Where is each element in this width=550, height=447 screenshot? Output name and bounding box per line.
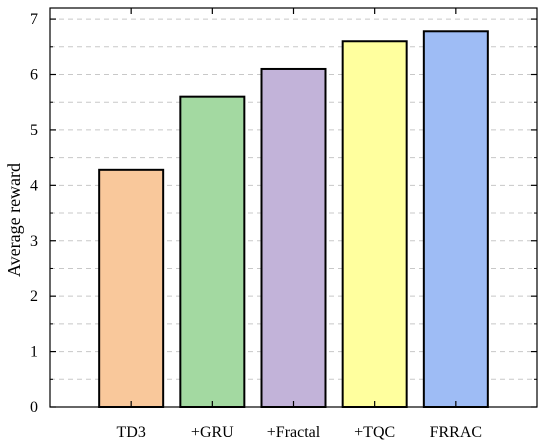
x-tick-label: +TQC bbox=[354, 424, 395, 441]
bar-fractal bbox=[260, 67, 327, 408]
x-tick-label: +Fractal bbox=[267, 424, 321, 441]
x-ticks: TD3 +GRU +Fractal +TQC FRRAC bbox=[117, 8, 482, 441]
y-tick-label: 5 bbox=[30, 122, 38, 139]
x-tick-label: +GRU bbox=[191, 424, 234, 441]
y-axis-title: Average reward bbox=[4, 163, 24, 277]
bar-frrac bbox=[422, 30, 489, 409]
y-tick-label: 6 bbox=[30, 67, 38, 84]
x-tick-label: TD3 bbox=[117, 424, 146, 441]
bar-td3 bbox=[98, 168, 165, 408]
y-ticks: 0 1 2 3 4 5 6 7 bbox=[30, 11, 537, 416]
x-tick-label: FRRAC bbox=[430, 424, 482, 441]
y-tick-label: 7 bbox=[30, 11, 38, 28]
y-tick-label: 1 bbox=[30, 344, 38, 361]
y-tick-label: 0 bbox=[30, 399, 38, 416]
bar-gru bbox=[179, 95, 246, 409]
y-tick-label: 2 bbox=[30, 288, 38, 305]
bars bbox=[98, 30, 489, 409]
y-tick-label: 3 bbox=[30, 233, 38, 250]
bar-tqc bbox=[341, 40, 408, 408]
y-tick-label: 4 bbox=[30, 177, 38, 194]
